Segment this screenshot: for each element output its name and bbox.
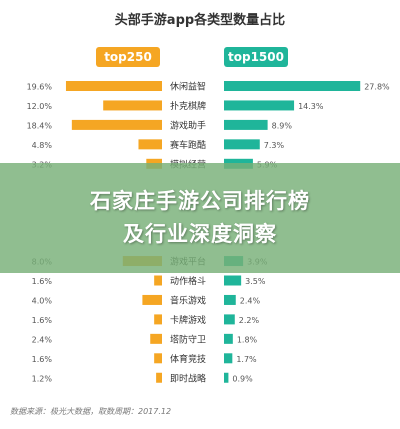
bar-top250-13: [150, 333, 162, 344]
bar-top1500-0: [224, 81, 361, 91]
bar-top1500-3: [224, 139, 260, 150]
panel-label-top250: top250: [96, 47, 160, 67]
overlay-title-line-1: 石家庄手游公司排行榜: [90, 189, 310, 213]
bar-top250-11: [142, 294, 162, 305]
value-label-top1500-1: 14.3%: [298, 102, 324, 111]
panel-label-top1500: top1500: [224, 47, 288, 67]
value-label-top1500-12: 2.2%: [239, 316, 260, 325]
overlay-title-line-2: 及行业深度洞察: [123, 222, 277, 246]
value-label-top1500-14: 1.7%: [236, 355, 257, 364]
bar-top1500-10: [224, 275, 242, 286]
title-overlay-banner: 石家庄手游公司排行榜 及行业深度洞察: [0, 163, 400, 273]
bar-top1500-1: [224, 100, 295, 111]
value-label-top1500-11: 2.4%: [240, 296, 261, 305]
value-label-top250-3: 4.8%: [32, 141, 53, 150]
category-label-1: 扑克棋牌: [170, 100, 206, 112]
bar-top1500-13: [224, 333, 233, 344]
bar-top250-0: [65, 81, 162, 91]
bar-top250-15: [156, 372, 162, 383]
bar-top1500-11: [224, 294, 236, 305]
value-label-top250-13: 2.4%: [32, 335, 53, 344]
value-label-top1500-13: 1.8%: [237, 335, 258, 344]
value-label-top250-15: 1.2%: [32, 374, 53, 383]
category-label-10: 动作格斗: [170, 275, 206, 287]
value-label-top250-1: 12.0%: [27, 102, 53, 111]
bar-top250-3: [138, 139, 162, 150]
value-label-top1500-2: 8.9%: [272, 121, 293, 130]
category-label-2: 游戏助手: [170, 119, 206, 131]
value-label-top1500-3: 7.3%: [264, 141, 285, 150]
value-label-top1500-10: 3.5%: [245, 277, 266, 286]
value-label-top250-2: 18.4%: [27, 121, 53, 130]
value-label-top250-0: 19.6%: [27, 83, 53, 92]
bar-top250-12: [154, 314, 162, 325]
value-label-top1500-0: 27.8%: [364, 83, 390, 92]
value-label-top250-14: 1.6%: [32, 355, 53, 364]
bar-top250-10: [154, 275, 162, 286]
category-label-12: 卡牌游戏: [170, 314, 206, 326]
bar-top250-1: [103, 100, 162, 111]
value-label-top1500-15: 0.9%: [232, 374, 253, 383]
bar-top1500-2: [224, 119, 268, 130]
value-label-top250-11: 4.0%: [32, 296, 53, 305]
data-source-note: 数据来源：极光大数据，取数周期：2017.12: [10, 407, 172, 416]
chart-title: 头部手游app各类型数量占比: [114, 13, 286, 28]
category-label-14: 体育竞技: [170, 353, 206, 365]
value-label-top250-10: 1.6%: [32, 277, 53, 286]
category-label-13: 塔防守卫: [170, 333, 206, 345]
category-label-3: 赛车跑酷: [170, 139, 206, 151]
bar-top1500-15: [224, 372, 229, 383]
category-label-0: 休闲益智: [170, 81, 206, 93]
bar-top1500-12: [224, 314, 235, 325]
bar-top1500-14: [224, 353, 233, 364]
value-label-top250-12: 1.6%: [32, 316, 53, 325]
category-label-11: 音乐游戏: [170, 294, 206, 306]
bar-top250-14: [154, 353, 162, 364]
bar-top250-2: [71, 119, 162, 130]
category-label-15: 即时战略: [170, 372, 206, 384]
